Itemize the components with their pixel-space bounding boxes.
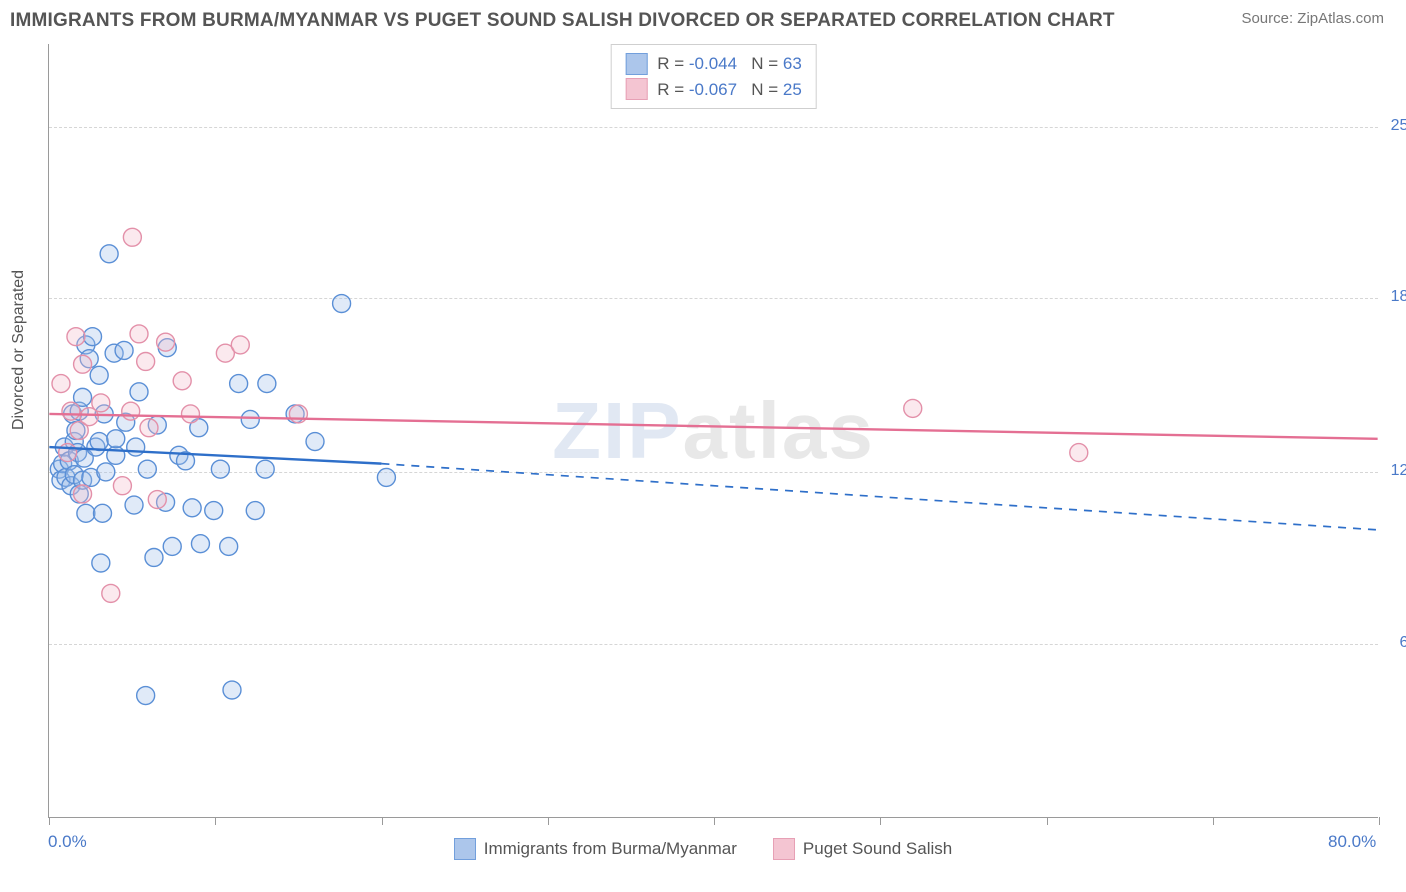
data-point (289, 405, 307, 423)
legend-stats-text: R = -0.044 N = 63 (657, 51, 802, 77)
data-point (92, 394, 110, 412)
legend-swatch (773, 838, 795, 860)
x-tick (1213, 817, 1214, 825)
data-point (123, 228, 141, 246)
y-tick-label: 12.5% (1391, 462, 1406, 480)
legend-swatch (625, 78, 647, 100)
data-point (157, 333, 175, 351)
data-point (90, 366, 108, 384)
data-point (333, 295, 351, 313)
data-point (211, 460, 229, 478)
data-point (140, 419, 158, 437)
legend-item: Immigrants from Burma/Myanmar (454, 838, 737, 860)
data-point (122, 402, 140, 420)
x-tick (382, 817, 383, 825)
data-point (182, 405, 200, 423)
data-point (138, 460, 156, 478)
data-point (130, 325, 148, 343)
data-point (102, 584, 120, 602)
data-point (163, 537, 181, 555)
x-axis-min-label: 0.0% (48, 832, 87, 852)
data-point (1070, 444, 1088, 462)
legend-stats-box: R = -0.044 N = 63R = -0.067 N = 25 (610, 44, 817, 109)
x-tick (548, 817, 549, 825)
scatter-svg (49, 44, 1378, 817)
data-point (145, 549, 163, 567)
data-point (90, 433, 108, 451)
chart-title: IMMIGRANTS FROM BURMA/MYANMAR VS PUGET S… (10, 10, 1115, 32)
y-tick-label: 6.3% (1400, 634, 1406, 652)
x-tick (1379, 817, 1380, 825)
x-axis-max-label: 80.0% (1328, 832, 1376, 852)
legend-label: Immigrants from Burma/Myanmar (484, 839, 737, 859)
x-tick (880, 817, 881, 825)
data-point (113, 477, 131, 495)
y-axis-label: Divorced or Separated (10, 270, 28, 430)
data-point (183, 499, 201, 517)
source-attribution: Source: ZipAtlas.com (1241, 10, 1384, 27)
legend-swatch (454, 838, 476, 860)
data-point (258, 375, 276, 393)
data-point (77, 504, 95, 522)
data-point (100, 245, 118, 263)
x-tick (714, 817, 715, 825)
data-point (904, 399, 922, 417)
data-point (62, 402, 80, 420)
data-point (205, 502, 223, 520)
data-point (84, 328, 102, 346)
data-point (94, 504, 112, 522)
data-point (92, 554, 110, 572)
data-point (74, 355, 92, 373)
legend-swatch (625, 53, 647, 75)
data-point (241, 410, 259, 428)
legend-stats-text: R = -0.067 N = 25 (657, 77, 802, 103)
data-point (115, 341, 133, 359)
data-point (173, 372, 191, 390)
data-point (107, 430, 125, 448)
data-point (59, 444, 77, 462)
data-point (125, 496, 143, 514)
data-point (231, 336, 249, 354)
data-point (223, 681, 241, 699)
data-point (148, 491, 166, 509)
legend-series: Immigrants from Burma/Myanmar Puget Sound… (0, 838, 1406, 860)
data-point (67, 328, 85, 346)
data-point (97, 463, 115, 481)
data-point (74, 485, 92, 503)
legend-label: Puget Sound Salish (803, 839, 952, 859)
data-point (220, 537, 238, 555)
data-point (306, 433, 324, 451)
y-tick-label: 18.8% (1391, 288, 1406, 306)
data-point (137, 352, 155, 370)
legend-item: Puget Sound Salish (773, 838, 952, 860)
data-point (52, 375, 70, 393)
data-point (191, 535, 209, 553)
data-point (130, 383, 148, 401)
data-point (246, 502, 264, 520)
legend-stats-row: R = -0.044 N = 63 (625, 51, 802, 77)
trend-line-extrapolated (381, 464, 1377, 530)
x-tick (1047, 817, 1048, 825)
data-point (377, 468, 395, 486)
x-tick (215, 817, 216, 825)
y-tick-label: 25.0% (1391, 117, 1406, 135)
legend-stats-row: R = -0.067 N = 25 (625, 77, 802, 103)
data-point (137, 687, 155, 705)
chart-plot-area: ZIPatlas R = -0.044 N = 63R = -0.067 N =… (48, 44, 1378, 818)
data-point (256, 460, 274, 478)
data-point (127, 438, 145, 456)
x-tick (49, 817, 50, 825)
data-point (230, 375, 248, 393)
